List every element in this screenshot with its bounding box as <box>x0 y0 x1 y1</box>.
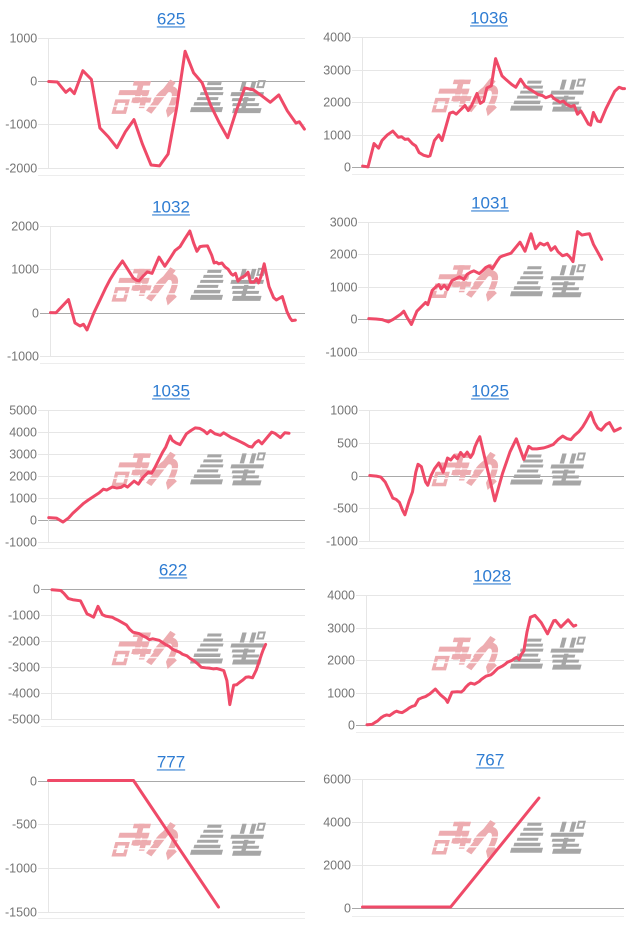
svg-text:0: 0 <box>351 313 358 327</box>
svg-text:2000: 2000 <box>330 248 358 262</box>
svg-text:1000: 1000 <box>330 281 358 295</box>
svg-text:0: 0 <box>344 161 351 175</box>
svg-text:0: 0 <box>30 514 37 528</box>
svg-text:-1000: -1000 <box>5 118 37 132</box>
svg-text:1000: 1000 <box>323 129 351 143</box>
svg-text:3000: 3000 <box>327 622 355 636</box>
svg-text:-1000: -1000 <box>5 862 37 876</box>
svg-text:5000: 5000 <box>9 404 37 418</box>
svg-text:-3000: -3000 <box>8 661 40 675</box>
svg-text:1028: 1028 <box>473 567 511 586</box>
svg-text:2000: 2000 <box>9 470 37 484</box>
svg-text:-1500: -1500 <box>5 906 37 920</box>
svg-text:-500: -500 <box>12 818 37 832</box>
svg-text:1025: 1025 <box>471 382 509 401</box>
svg-text:3000: 3000 <box>323 64 351 78</box>
svg-text:-1000: -1000 <box>5 536 37 550</box>
svg-text:4000: 4000 <box>327 589 355 603</box>
svg-text:-4000: -4000 <box>8 687 40 701</box>
svg-text:2000: 2000 <box>323 96 351 110</box>
svg-text:1000: 1000 <box>330 404 358 418</box>
svg-text:0: 0 <box>351 470 358 484</box>
svg-text:-1000: -1000 <box>8 609 40 623</box>
svg-text:3000: 3000 <box>330 216 358 230</box>
svg-text:4000: 4000 <box>9 426 37 440</box>
svg-text:3000: 3000 <box>9 448 37 462</box>
svg-text:0: 0 <box>344 902 351 916</box>
svg-text:6000: 6000 <box>323 773 351 787</box>
svg-text:2000: 2000 <box>11 220 39 234</box>
svg-text:4000: 4000 <box>323 816 351 830</box>
svg-text:-1000: -1000 <box>326 346 358 360</box>
svg-text:777: 777 <box>157 753 185 772</box>
svg-text:2000: 2000 <box>323 859 351 873</box>
svg-text:4000: 4000 <box>323 31 351 45</box>
svg-text:2000: 2000 <box>327 654 355 668</box>
svg-text:-500: -500 <box>333 502 358 516</box>
svg-text:625: 625 <box>157 10 185 29</box>
svg-text:-1000: -1000 <box>326 535 358 549</box>
svg-text:1000: 1000 <box>327 687 355 701</box>
svg-text:-2000: -2000 <box>8 635 40 649</box>
svg-text:1032: 1032 <box>152 198 190 217</box>
svg-text:1000: 1000 <box>11 263 39 277</box>
svg-text:-1000: -1000 <box>7 350 39 364</box>
svg-text:0: 0 <box>32 307 39 321</box>
svg-text:1031: 1031 <box>471 194 509 213</box>
svg-text:1035: 1035 <box>152 382 190 401</box>
svg-text:1000: 1000 <box>9 492 37 506</box>
svg-text:-5000: -5000 <box>8 713 40 727</box>
svg-text:1000: 1000 <box>9 32 37 46</box>
svg-text:0: 0 <box>348 719 355 733</box>
svg-text:0: 0 <box>33 583 40 597</box>
svg-text:622: 622 <box>159 561 187 580</box>
svg-text:0: 0 <box>30 75 37 89</box>
svg-text:0: 0 <box>30 775 37 789</box>
svg-text:500: 500 <box>337 437 358 451</box>
svg-text:1036: 1036 <box>470 9 508 28</box>
svg-text:-2000: -2000 <box>5 162 37 176</box>
svg-text:767: 767 <box>476 751 504 770</box>
